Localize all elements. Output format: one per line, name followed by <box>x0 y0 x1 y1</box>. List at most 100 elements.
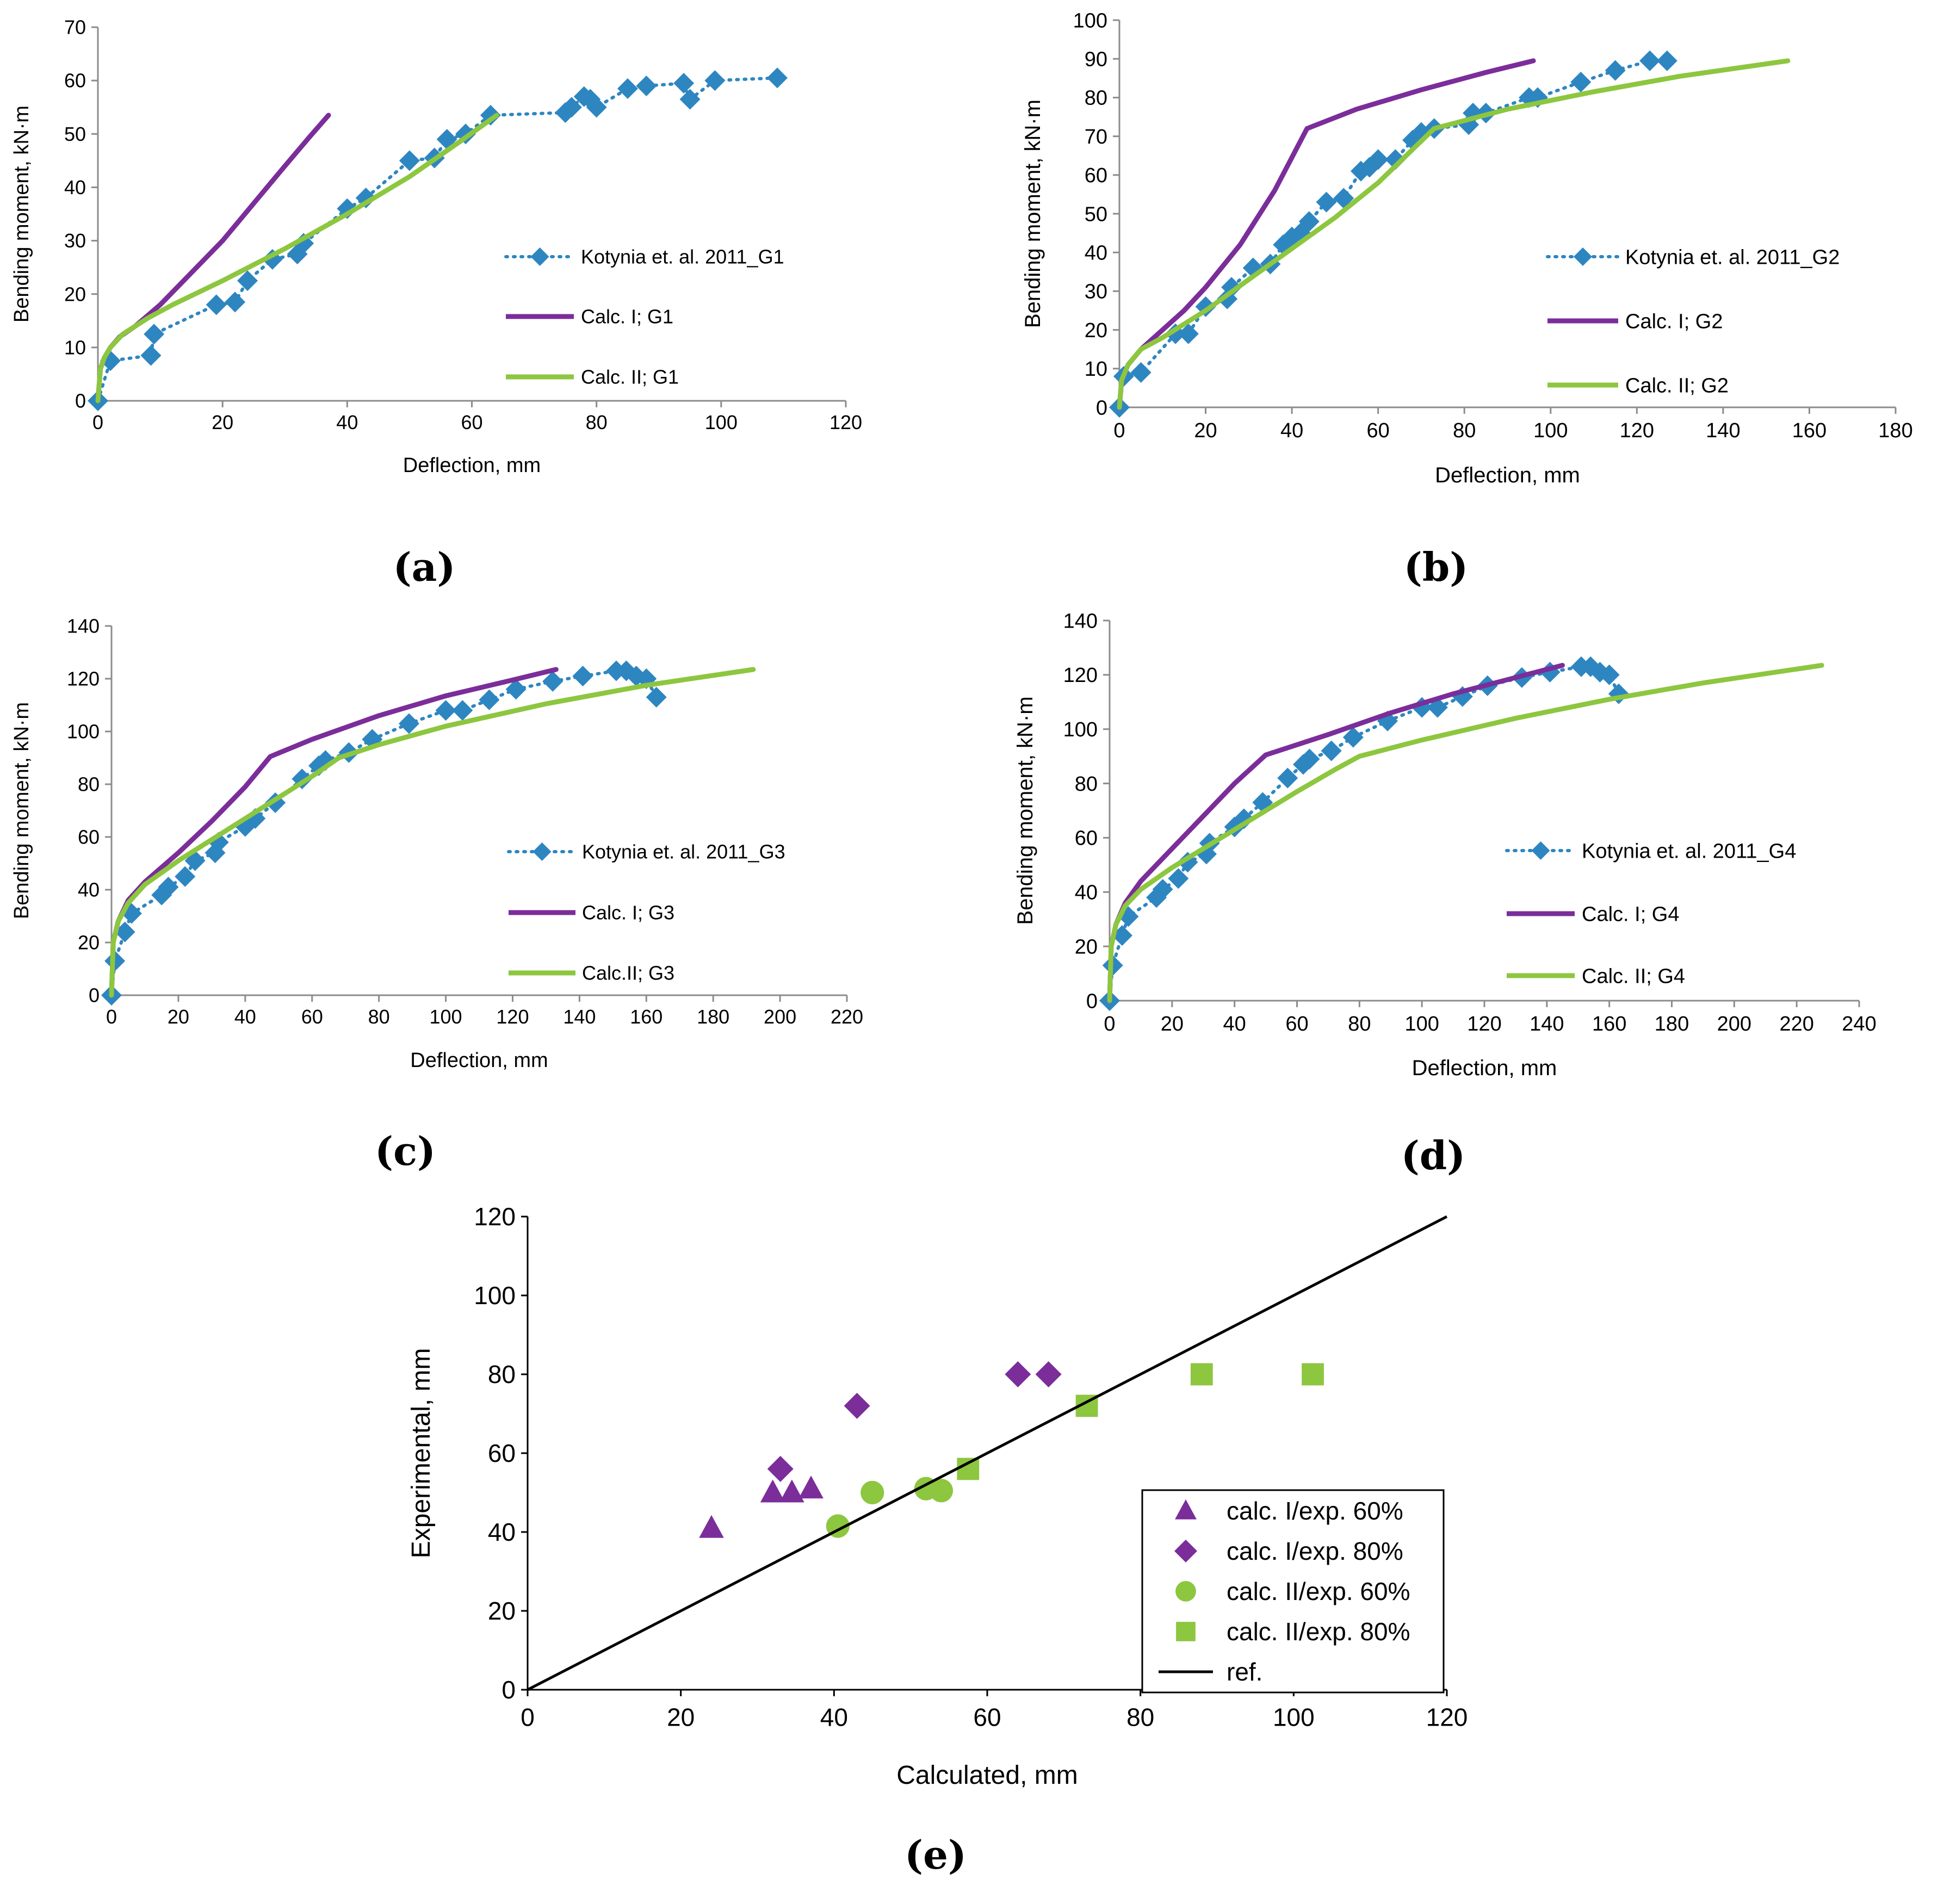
data-point-diamond <box>1599 664 1620 685</box>
data-point-diamond <box>679 89 701 110</box>
data-point-diamond <box>1316 191 1337 213</box>
y-tick-label: 60 <box>488 1439 516 1467</box>
scatter-point-diamond <box>767 1456 794 1482</box>
y-tick-label: 80 <box>1075 773 1098 796</box>
y-tick-label: 100 <box>1073 9 1107 32</box>
y-axis-label: Experimental, mm <box>407 1348 436 1559</box>
y-tick-label: 0 <box>75 390 86 412</box>
legend-label: Calc. I; G3 <box>582 902 674 924</box>
data-point-diamond <box>766 67 788 89</box>
series-calc2-line <box>1117 58 1791 410</box>
data-point-diamond <box>636 75 657 96</box>
x-axis-label: Deflection, mm <box>410 1049 548 1072</box>
legend-label: Calc. I; G1 <box>581 306 673 328</box>
legend-label: Kotynia et. al. 2011_G4 <box>1582 840 1796 863</box>
legend-marker-square <box>1176 1622 1196 1641</box>
y-tick-label: 30 <box>64 230 86 252</box>
x-tick-label: 120 <box>1620 419 1654 442</box>
x-tick-label: 240 <box>1842 1013 1876 1035</box>
legend-label: Kotynia et. al. 2011_G3 <box>582 841 785 863</box>
data-point-diamond <box>1111 925 1132 946</box>
x-tick-label: 180 <box>1878 419 1912 442</box>
x-tick-label: 80 <box>1126 1703 1154 1732</box>
legend-label: Calc.II; G3 <box>582 962 674 984</box>
data-point-diamond <box>158 877 179 898</box>
y-axis-label: Bending moment, kN·m <box>1021 100 1045 328</box>
legend-marker-diamond <box>1531 841 1550 860</box>
y-tick-label: 70 <box>1085 126 1107 148</box>
data-point-diamond <box>586 97 607 118</box>
x-tick-label: 20 <box>1161 1013 1184 1035</box>
data-point-diamond <box>1656 50 1677 71</box>
y-tick-label: 120 <box>1063 664 1098 687</box>
data-point-diamond <box>1605 60 1626 81</box>
y-tick-label: 80 <box>488 1360 516 1388</box>
data-point-diamond <box>206 294 227 315</box>
data-point-diamond <box>617 78 638 99</box>
series-experimental-line <box>96 76 779 402</box>
data-point-diamond <box>673 73 695 94</box>
data-point-diamond <box>1168 868 1189 889</box>
y-tick-label: 60 <box>78 826 100 848</box>
x-axis-label: Deflection, mm <box>403 454 541 477</box>
x-tick-label: 120 <box>1467 1013 1501 1035</box>
legend-label: Calc. I; G4 <box>1582 903 1680 926</box>
y-axis-label: Bending moment, kN·m <box>10 702 33 919</box>
y-tick-label: 0 <box>89 984 100 1007</box>
legend-label: Calc. II; G2 <box>1625 374 1729 397</box>
reference-line <box>527 1215 1448 1691</box>
panel-label: (d) <box>1401 1132 1465 1179</box>
data-point-diamond <box>1570 71 1592 92</box>
legend-marker-diamond <box>533 842 552 861</box>
x-tick-label: 20 <box>1194 419 1217 442</box>
x-tick-label: 100 <box>430 1006 462 1028</box>
y-tick-label: 100 <box>67 721 100 743</box>
data-point-diamond <box>1639 50 1661 71</box>
y-tick-label: 40 <box>488 1518 516 1546</box>
scatter-point-triangle <box>779 1479 804 1503</box>
x-axis-label: Deflection, mm <box>1412 1056 1557 1080</box>
panel-label: (e) <box>905 1832 967 1878</box>
y-tick-label: 90 <box>1085 48 1107 71</box>
legend-marker-diamond <box>1574 247 1592 266</box>
y-tick-label: 60 <box>64 70 86 92</box>
x-tick-label: 20 <box>667 1703 695 1732</box>
x-tick-label: 160 <box>630 1006 663 1028</box>
y-tick-label: 140 <box>1063 610 1098 632</box>
y-tick-label: 40 <box>78 879 100 901</box>
x-tick-label: 100 <box>1533 419 1568 442</box>
panel-b: 0 10 20 30 40 50 60 70 80 90 100 0 20 40 60 80 100 120 140… <box>1021 9 1913 590</box>
x-tick-label: 80 <box>368 1006 390 1028</box>
x-tick-label: 160 <box>1592 1013 1626 1035</box>
x-tick-label: 140 <box>1530 1013 1564 1035</box>
legend-marker-triangle <box>1175 1499 1197 1520</box>
x-tick-label: 40 <box>1223 1013 1246 1035</box>
x-tick-label: 0 <box>1104 1013 1115 1035</box>
x-tick-label: 60 <box>1367 419 1390 442</box>
y-tick-label: 10 <box>1085 358 1107 381</box>
x-tick-label: 200 <box>1717 1013 1751 1035</box>
panel-e: 0 20 40 60 80 100 120 0 20 40 60 80 100 120 Calculated… <box>407 1202 1468 1878</box>
data-point-diamond <box>704 70 726 91</box>
y-tick-label: 50 <box>64 123 86 145</box>
y-axis-label: Bending moment, kN·m <box>10 106 33 322</box>
x-tick-label: 120 <box>829 411 862 433</box>
y-axis-label: Bending moment, kN·m <box>1013 696 1037 925</box>
series-experimental-line <box>1118 59 1669 409</box>
scatter-point-square <box>957 1458 980 1480</box>
y-tick-label: 70 <box>64 16 86 39</box>
data-point-diamond <box>144 324 165 345</box>
y-tick-label: 20 <box>488 1597 516 1625</box>
legend-marker-diamond <box>530 247 549 266</box>
y-tick-label: 120 <box>474 1202 516 1231</box>
data-point-diamond <box>114 921 135 942</box>
x-axis-label: Calculated, mm <box>896 1761 1078 1790</box>
data-point-diamond <box>452 700 473 721</box>
x-tick-label: 80 <box>1453 419 1476 442</box>
series-calc2-line <box>109 667 756 998</box>
data-point-diamond <box>1342 727 1364 748</box>
y-tick-label: 100 <box>474 1281 516 1310</box>
data-point-diamond <box>1277 767 1298 789</box>
legend-label: ref. <box>1227 1658 1262 1686</box>
